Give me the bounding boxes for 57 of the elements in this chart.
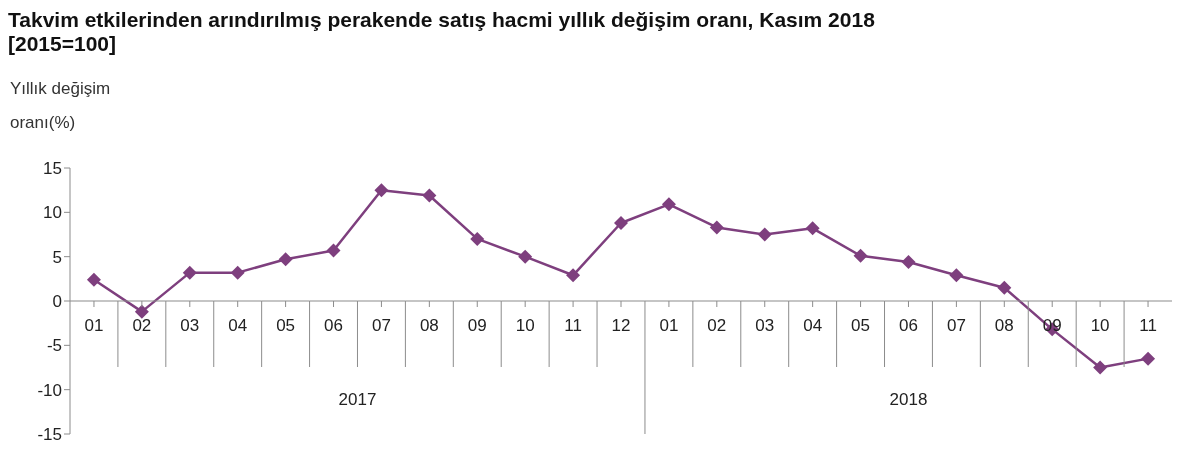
point: [997, 280, 1012, 295]
point: [566, 268, 581, 283]
point: [901, 254, 916, 269]
point: [614, 215, 628, 230]
x-tick-label: 08: [419, 316, 439, 335]
chart-title: Takvim etkilerinden arındırılmış perakende satış hacmi yıllık değişim oranı, Kasım 2018: [8, 8, 876, 32]
point: [805, 221, 820, 236]
point: [326, 243, 341, 258]
point: [709, 220, 724, 235]
point: [230, 265, 245, 280]
y-tick-label: -15: [37, 425, 62, 445]
x-tick-label: 07: [371, 316, 391, 335]
x-tick-label: 10: [515, 316, 535, 335]
point: [374, 183, 389, 198]
x-tick-label: 07: [946, 316, 966, 335]
y-tick-label: 10: [43, 203, 62, 223]
x-tick-label: 08: [994, 316, 1014, 335]
point: [949, 268, 964, 283]
point: [1141, 351, 1156, 366]
point: [1093, 360, 1108, 375]
y-tick-label: 0: [52, 292, 62, 312]
x-tick-label: 01: [659, 316, 679, 335]
x-tick-label: 10: [1090, 316, 1110, 335]
point: [134, 304, 149, 319]
x-tick-label: 09: [1042, 316, 1062, 335]
point: [853, 248, 868, 263]
x-tick-label: 06: [324, 316, 343, 335]
x-tick-label: 03: [180, 316, 200, 335]
point: [757, 227, 772, 242]
x-tick-label: 02: [707, 316, 727, 335]
annotation: 2017: [338, 390, 377, 409]
point: [470, 231, 485, 246]
annotation: 2018: [889, 390, 928, 409]
x-tick-label: 01: [84, 316, 104, 335]
x-tick-label: 05: [851, 316, 871, 335]
point: [422, 188, 437, 203]
y-axis-title: Yıllık değişim oranı(%): [10, 78, 112, 134]
x-tick-label: 03: [755, 316, 775, 335]
x-tick-label: 11: [564, 316, 582, 335]
y-tick-label: -10: [37, 380, 62, 400]
chart-subtitle: [2015=100]: [8, 32, 117, 56]
x-tick-label: 09: [467, 316, 487, 335]
x-tick-label: 02: [132, 316, 152, 335]
point: [661, 197, 676, 212]
x-tick-label: 06: [899, 316, 918, 335]
x-tick-label: 04: [803, 316, 823, 335]
x-tick-label: 04: [228, 316, 248, 335]
x-tick-label: 11: [1139, 316, 1157, 335]
x-tick-label: 12: [611, 316, 631, 335]
point: [518, 249, 533, 264]
point: [86, 272, 101, 287]
point: [278, 252, 293, 267]
y-tick-label: -5: [46, 336, 62, 356]
x-tick-label: 05: [276, 316, 296, 335]
y-tick-label: 5: [52, 247, 62, 267]
point: [182, 265, 197, 280]
y-tick-label: 15: [43, 159, 62, 179]
